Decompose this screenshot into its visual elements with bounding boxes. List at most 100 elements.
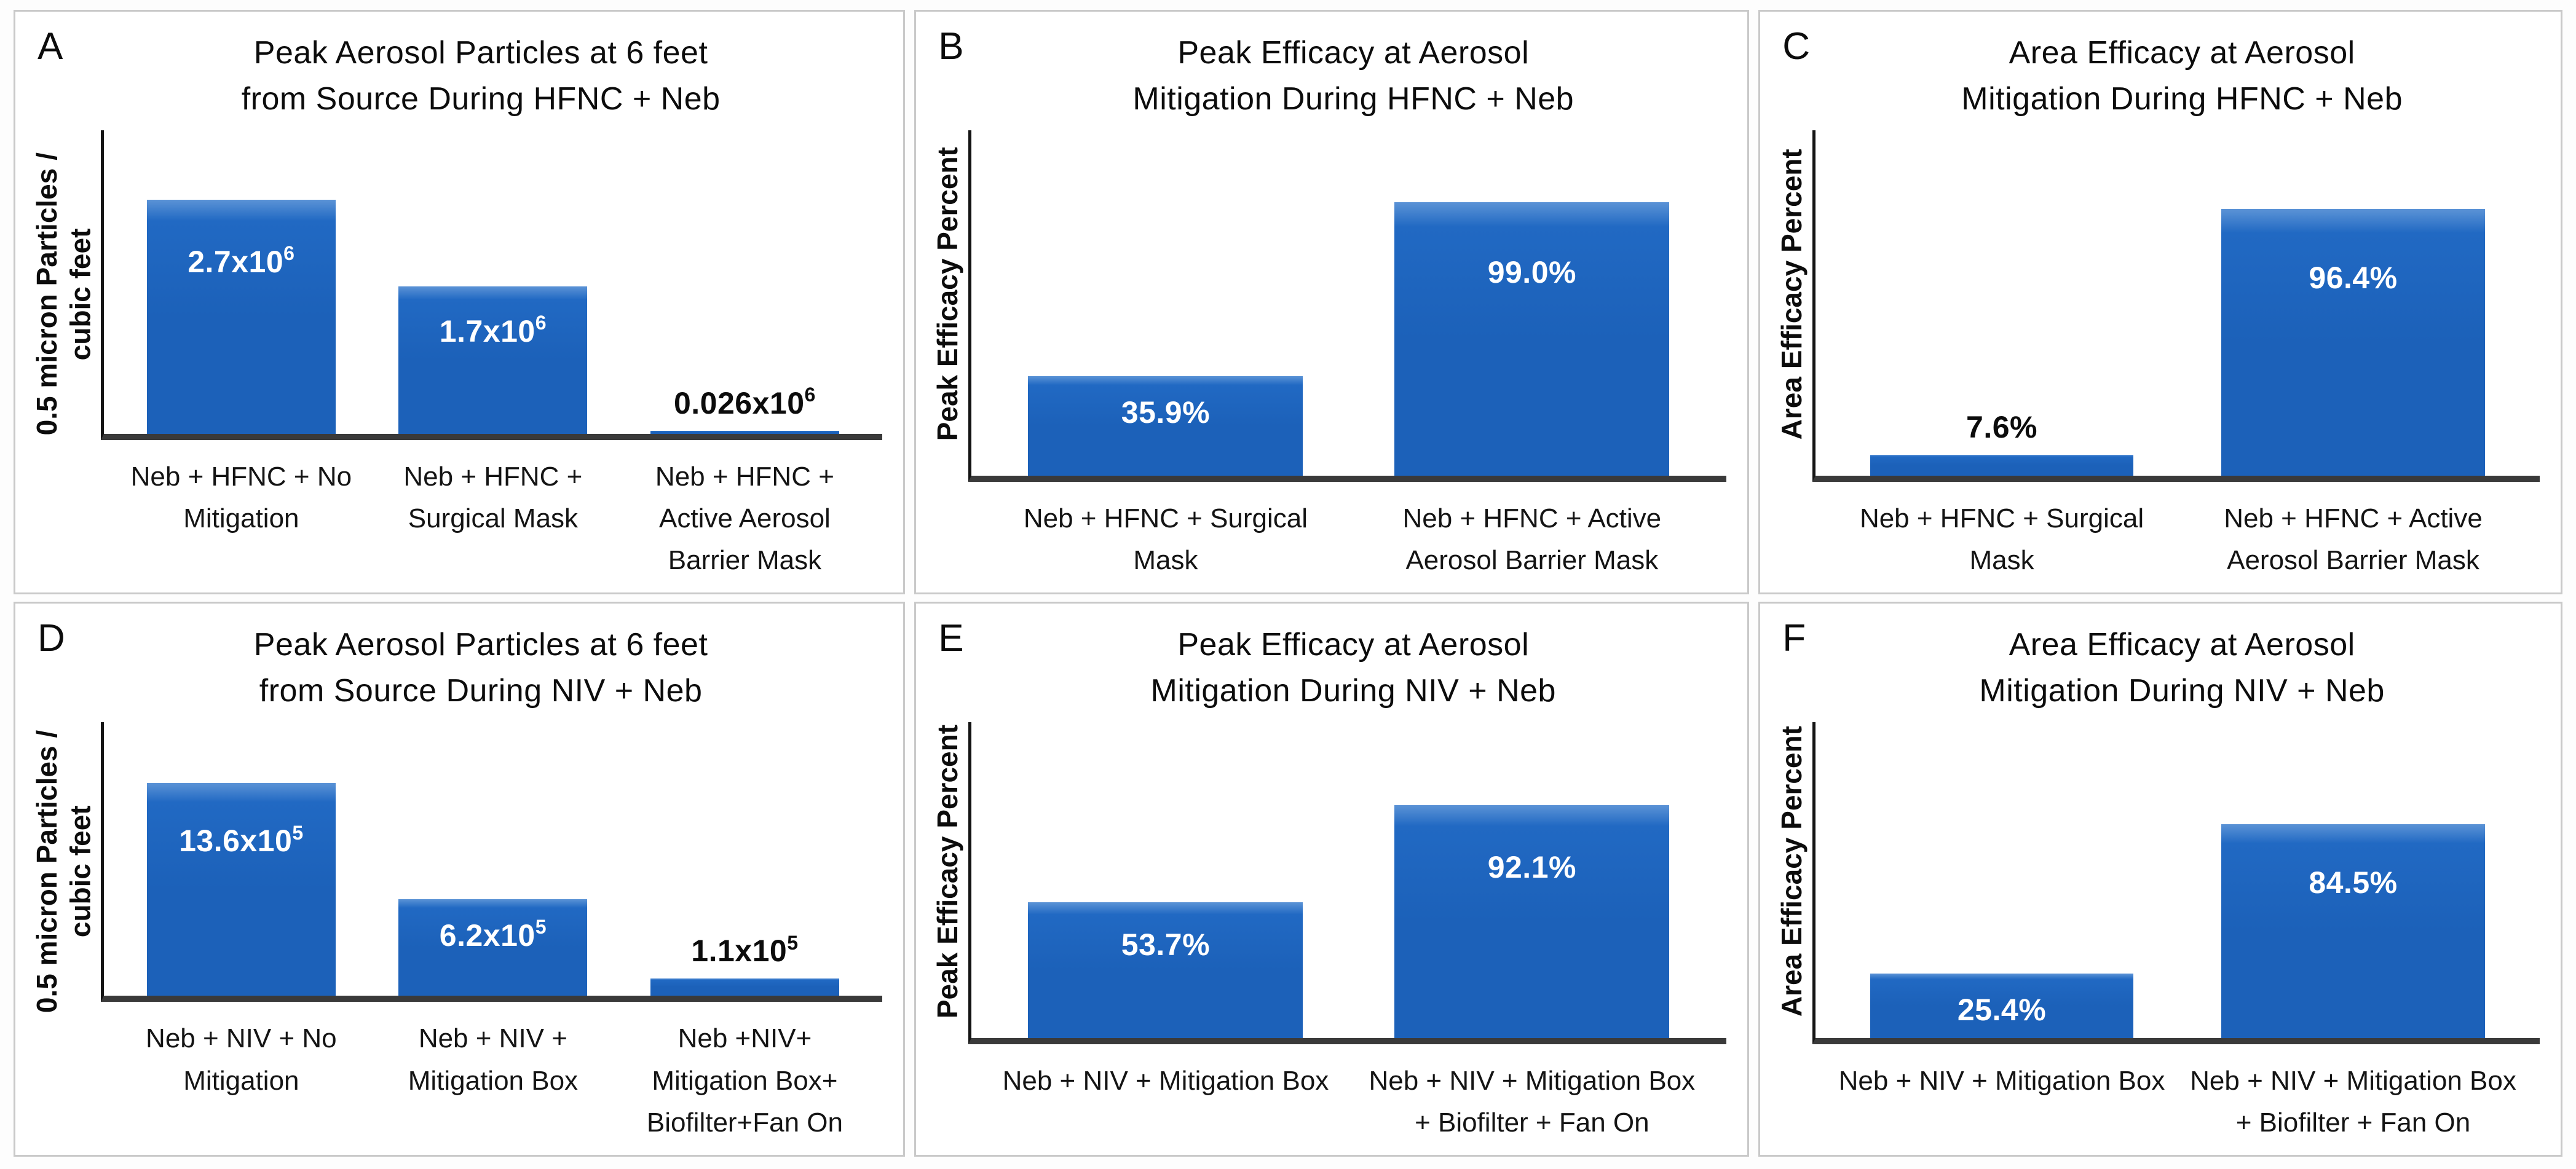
bar-slot: 7.6% xyxy=(1826,130,2177,476)
bar-slot: 84.5% xyxy=(2178,722,2529,1038)
panel-letter-b: B xyxy=(938,25,964,68)
bar-slot: 13.6x105 xyxy=(116,722,368,996)
x-tick-label: Neb + HFNC + Surgical Mask xyxy=(403,461,583,533)
bar-no-mitigation: 2.7x106 xyxy=(146,199,336,434)
bar-mitigation-box-biofilter-fan: 1.1x105 xyxy=(650,933,839,996)
bar-slot: 1.7x106 xyxy=(367,130,619,434)
bar-slot: 2.7x106 xyxy=(116,130,368,434)
y-axis-label-f: Area Efficacy Percent xyxy=(1775,722,1808,1020)
x-axis-labels-c: Neb + HFNC + Surgical Mask Neb + HFNC + … xyxy=(1812,482,2540,584)
chart-area-c: Area Efficacy Percent 7.6% 96.4% xyxy=(1775,130,2540,584)
bar-value-label: 92.1% xyxy=(1487,849,1576,884)
y-axis-label-line: 0.5 micron Particles / xyxy=(31,152,63,436)
x-tick-label: Neb + HFNC + Surgical Mask xyxy=(1859,503,2144,575)
bar-mitigation-box: 6.2x105 xyxy=(398,899,588,996)
bar-slot: 99.0% xyxy=(1349,130,1715,476)
bar-slot: 25.4% xyxy=(1826,722,2177,1038)
bar-mitigation-box: 53.7% xyxy=(1028,902,1303,1038)
bar-value-label: 53.7% xyxy=(1121,927,1211,962)
chart-title-line: Mitigation During NIV + Neb xyxy=(1150,673,1556,709)
bar-value-label: 0.026x106 xyxy=(673,383,816,420)
x-tick-label: Neb + HFNC + Active Aerosol Barrier Mask xyxy=(655,461,834,575)
y-axis-label-line: Peak Efficacy Percent xyxy=(931,147,964,441)
bar-slot: 0.026x106 xyxy=(619,130,871,434)
y-axis-label-e: Peak Efficacy Percent xyxy=(931,722,964,1020)
panel-letter-f: F xyxy=(1782,617,1806,660)
bar-surgical-mask: 1.7x106 xyxy=(398,286,588,434)
bar-mitigation-box-biofilter-fan: 84.5% xyxy=(2221,824,2485,1038)
x-tick-label: Neb + HFNC + No Mitigation xyxy=(130,461,352,533)
chart-title-line: Peak Aerosol Particles at 6 feet xyxy=(253,627,708,663)
bar-slot: 35.9% xyxy=(982,130,1349,476)
chart-title-line: Mitigation During NIV + Neb xyxy=(1979,673,2385,709)
bar-value-label: 7.6% xyxy=(1966,409,2037,444)
x-axis-labels-e: Neb + NIV + Mitigation Box Neb + NIV + M… xyxy=(968,1044,1727,1146)
bar-value-label: 25.4% xyxy=(1957,993,2047,1028)
bar-active-aerosol-barrier-mask: 0.026x106 xyxy=(650,385,839,434)
chart-title-d: Peak Aerosol Particles at 6 feet from So… xyxy=(104,622,858,715)
x-tick-label: Neb + HFNC + Active Aerosol Barrier Mask xyxy=(1402,503,1662,575)
panel-c: C Area Efficacy at Aerosol Mitigation Du… xyxy=(1758,10,2562,595)
plot-column-a: 2.7x106 1.7x106 0.026x106 xyxy=(100,130,883,584)
plot-column-e: 53.7% 92.1% Neb + NIV + Mitigation Box N… xyxy=(968,722,1727,1146)
y-axis-label-a: 0.5 micron Particles / cubic feet xyxy=(30,130,97,458)
x-axis-labels-f: Neb + NIV + Mitigation Box Neb + NIV + M… xyxy=(1812,1044,2540,1146)
plot-column-b: 35.9% 99.0% Neb + HFNC + Surgical Mask N… xyxy=(968,130,1727,584)
y-axis-label-line: 0.5 micron Particles / xyxy=(31,730,63,1013)
plot-area-d: 13.6x105 6.2x105 1.1x105 xyxy=(100,722,883,1002)
plot-area-e: 53.7% 92.1% xyxy=(968,722,1727,1044)
bar-no-mitigation: 13.6x105 xyxy=(146,783,336,996)
x-tick-label: Neb + NIV + No Mitigation xyxy=(146,1023,337,1096)
panel-f: F Area Efficacy at Aerosol Mitigation Du… xyxy=(1758,602,2562,1157)
x-axis-labels-d: Neb + NIV + No Mitigation Neb + NIV + Mi… xyxy=(101,1002,883,1146)
chart-title-a: Peak Aerosol Particles at 6 feet from So… xyxy=(104,30,858,123)
bar-slot: 53.7% xyxy=(982,722,1349,1038)
bar-surgical-mask: 7.6% xyxy=(1870,412,2134,476)
x-axis-labels-a: Neb + HFNC + No Mitigation Neb + HFNC + … xyxy=(101,440,883,584)
panel-letter-a: A xyxy=(38,25,63,68)
panel-letter-e: E xyxy=(938,617,964,660)
bar-slot: 6.2x105 xyxy=(367,722,619,996)
chart-title-line: Peak Aerosol Particles at 6 feet xyxy=(253,35,708,71)
chart-title-line: Area Efficacy at Aerosol xyxy=(2009,35,2355,71)
chart-title-f: Area Efficacy at Aerosol Mitigation Duri… xyxy=(1849,622,2515,715)
bar-value-label: 6.2x105 xyxy=(439,915,547,953)
x-tick-label: Neb + NIV + Mitigation Box xyxy=(1002,1065,1329,1096)
plot-area-a: 2.7x106 1.7x106 0.026x106 xyxy=(100,130,883,440)
bar-value-label: 84.5% xyxy=(2309,865,2398,900)
plot-area-b: 35.9% 99.0% xyxy=(968,130,1727,482)
y-axis-label-c: Area Efficacy Percent xyxy=(1775,130,1808,458)
bar-mitigation-box: 25.4% xyxy=(1870,974,2134,1038)
y-axis-label-line: Area Efficacy Percent xyxy=(1776,148,1808,439)
chart-title-line: Area Efficacy at Aerosol xyxy=(2009,627,2355,663)
chart-area-b: Peak Efficacy Percent 35.9% 99.0% xyxy=(931,130,1727,584)
bar-value-label: 96.4% xyxy=(2309,261,2398,296)
x-tick-label: Neb + NIV + Mitigation Box + Biofilter +… xyxy=(1369,1065,1696,1138)
panel-d: D Peak Aerosol Particles at 6 feet from … xyxy=(14,602,906,1157)
chart-area-e: Peak Efficacy Percent 53.7% 92.1% xyxy=(931,722,1727,1146)
bar-value-label: 35.9% xyxy=(1121,395,1211,430)
x-tick-label: Neb +NIV+ Mitigation Box+ Biofilter+Fan … xyxy=(646,1023,843,1138)
x-tick-label: Neb + NIV + Mitigation Box + Biofilter +… xyxy=(2190,1065,2516,1138)
bar-value-label: 1.1x105 xyxy=(691,931,799,969)
x-tick-label: Neb + NIV + Mitigation Box xyxy=(1838,1065,2165,1096)
y-axis-label-d: 0.5 micron Particles / cubic feet xyxy=(30,722,97,1020)
plot-column-f: 25.4% 84.5% Neb + NIV + Mitigation Box N… xyxy=(1812,722,2540,1146)
plot-column-c: 7.6% 96.4% Neb + HFNC + Surgical Mask Ne… xyxy=(1812,130,2540,584)
panel-e: E Peak Efficacy at Aerosol Mitigation Du… xyxy=(914,602,1750,1157)
bar-slot: 92.1% xyxy=(1349,722,1715,1038)
bar-value-label: 2.7x106 xyxy=(188,242,295,279)
panel-a: A Peak Aerosol Particles at 6 feet from … xyxy=(14,10,906,595)
bar-slot: 1.1x105 xyxy=(619,722,871,996)
chart-title-c: Area Efficacy at Aerosol Mitigation Duri… xyxy=(1849,30,2515,123)
plot-area-c: 7.6% 96.4% xyxy=(1812,130,2540,482)
plot-area-f: 25.4% 84.5% xyxy=(1812,722,2540,1044)
bar-mitigation-box-biofilter-fan: 92.1% xyxy=(1394,805,1670,1038)
chart-title-line: Peak Efficacy at Aerosol xyxy=(1177,627,1530,663)
chart-title-b: Peak Efficacy at Aerosol Mitigation Duri… xyxy=(1005,30,1702,123)
bar-value-label: 99.0% xyxy=(1487,254,1576,289)
chart-title-line: from Source During NIV + Neb xyxy=(259,673,703,709)
y-axis-label-b: Peak Efficacy Percent xyxy=(931,130,964,458)
chart-title-line: Peak Efficacy at Aerosol xyxy=(1177,35,1530,71)
x-axis-labels-b: Neb + HFNC + Surgical Mask Neb + HFNC + … xyxy=(968,482,1727,584)
